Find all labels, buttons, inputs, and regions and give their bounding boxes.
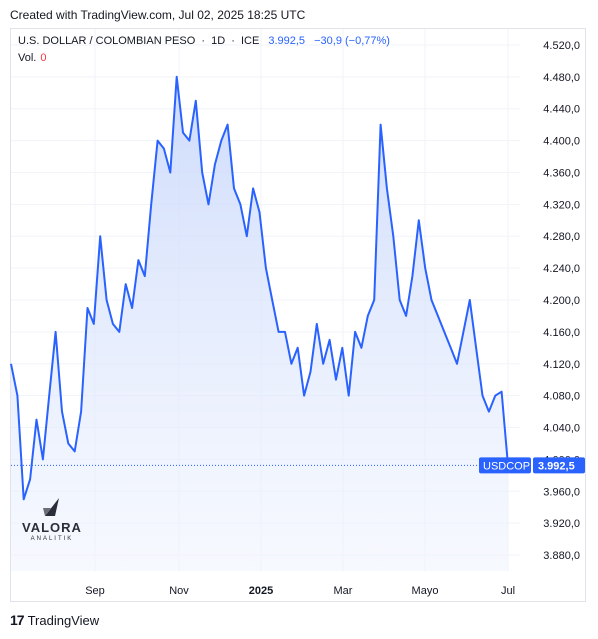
badge-value: 3.992,5 [538,460,575,472]
y-tick-label: 4.280,0 [543,231,580,243]
watermark-name: VALORA [22,520,82,535]
last-price-badge: USDCOP 3.992,5 [479,457,585,474]
y-tick-label: 3.920,0 [543,518,580,530]
y-tick-label: 4.520,0 [543,40,580,52]
x-tick-label: Nov [169,585,189,597]
legend-last-price: 3.992,5 [268,35,306,47]
watermark-sub: ANALITIK [30,536,74,542]
legend-interval: 1D [211,35,226,47]
footer-brand-text: TradingView [27,612,100,628]
footer-brand[interactable]: 17 TradingView [10,612,99,628]
y-tick-label: 4.200,0 [543,295,580,307]
y-tick-label: 4.120,0 [543,359,580,371]
valora-watermark: VALORA ANALITIK [22,496,82,542]
price-area-fill [11,76,508,572]
y-tick-label: 4.360,0 [543,167,580,179]
y-tick-label: 4.240,0 [543,263,580,275]
y-tick-label: 4.040,0 [543,423,580,435]
legend-separator: · [231,35,235,47]
x-tick-label: 2025 [249,585,273,597]
y-axis-ticks: 4.520,0 4.480,0 4.440,0 4.400,0 4.360,0 4.320… [543,40,580,562]
legend-change: −30,9 (−0,77%) [314,35,390,47]
price-chart[interactable]: 4.520,0 4.480,0 4.440,0 4.400,0 4.360,0 4.320… [0,0,598,610]
volume-label: Vol. [18,52,37,64]
x-tick-label: Jul [501,585,515,597]
x-tick-label: Sep [85,585,105,597]
chart-frame [10,28,586,602]
price-series-line [10,75,509,501]
y-tick-label: 4.160,0 [543,327,580,339]
legend-symbol: U.S. DOLLAR / COLOMBIAN PESO [18,35,196,47]
tv-logo-icon: 17 [10,612,25,628]
x-tick-label: Mar [334,585,353,597]
badge-symbol: USDCOP [483,460,530,472]
legend-separator: · [201,35,206,47]
symbol-legend[interactable]: U.S. DOLLAR / COLOMBIAN PESO · 1D · ICE … [18,35,390,47]
y-tick-label: 4.440,0 [543,104,580,116]
valora-logo-icon [42,498,59,516]
volume-legend: Vol. 0 [18,52,46,64]
x-tick-label: Mayo [412,585,439,597]
volume-value: 0 [40,52,47,64]
x-axis-ticks: Sep Nov 2025 Mar Mayo Jul [85,585,515,597]
y-tick-label: 4.320,0 [543,199,580,211]
y-tick-label: 4.480,0 [543,72,580,84]
created-with-caption: Created with TradingView.com, Jul 02, 20… [10,8,306,22]
y-tick-label: 4.080,0 [543,391,580,403]
y-tick-label: 3.960,0 [543,486,580,498]
y-tick-label: 3.880,0 [543,550,580,562]
y-tick-label: 4.400,0 [543,136,580,148]
legend-exchange: ICE [240,35,260,47]
